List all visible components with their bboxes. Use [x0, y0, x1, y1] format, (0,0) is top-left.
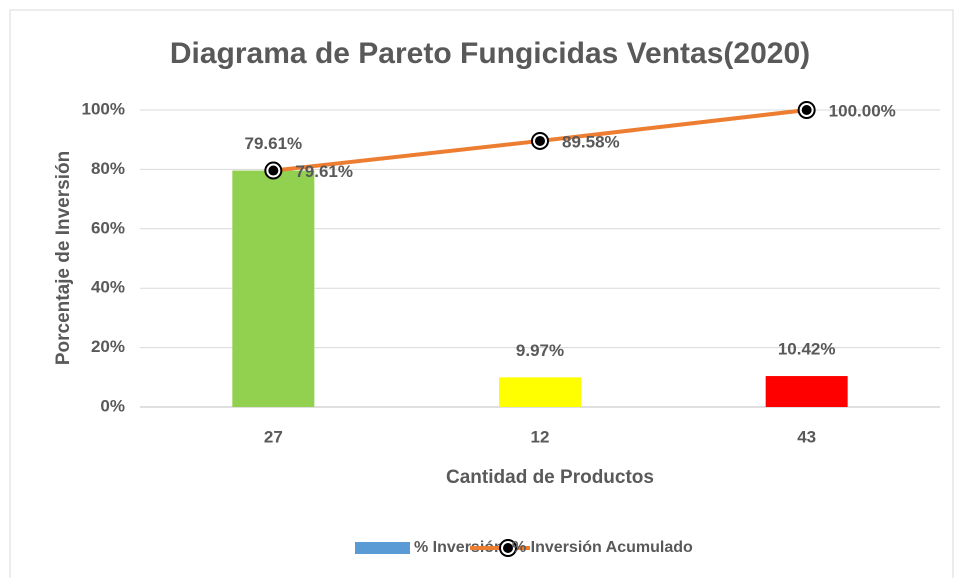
- line-value-label: 100.00%: [829, 101, 896, 120]
- legend-label: % Inversión Acumulado: [512, 539, 693, 556]
- line-value-label: 89.58%: [562, 132, 620, 151]
- bar-value-label: 9.97%: [516, 341, 564, 360]
- x-axis-label: Cantidad de Productos: [446, 467, 654, 488]
- line-marker: [797, 101, 816, 119]
- marker-dot: [535, 135, 545, 146]
- bar-value-label: 79.61%: [244, 134, 302, 153]
- bar-value-label: 10.42%: [778, 340, 836, 359]
- line-marker: [531, 131, 549, 150]
- x-tick-label: 43: [797, 427, 816, 446]
- bar: [232, 170, 315, 407]
- y-tick-label: 80%: [91, 159, 125, 178]
- y-axis-label: Porcentaje de Inversión: [53, 151, 74, 365]
- line-marker: [264, 161, 283, 180]
- y-tick-label: 0%: [100, 396, 125, 415]
- marker-dot: [801, 105, 812, 115]
- legend-label: % Inversión: [414, 539, 504, 556]
- marker-dot: [268, 165, 279, 176]
- line-value-label: 79.61%: [295, 162, 353, 181]
- y-tick-label: 40%: [91, 278, 125, 297]
- bar: [499, 377, 581, 407]
- chart-frame: [9, 9, 954, 578]
- bar: [765, 376, 848, 407]
- x-tick-label: 27: [264, 427, 283, 446]
- x-tick-label: 12: [531, 427, 550, 446]
- legend-marker-dot: [503, 543, 513, 553]
- y-tick-label: 100%: [82, 99, 125, 118]
- legend-swatch: [355, 542, 410, 554]
- chart-title: Diagrama de Pareto Fungicidas Ventas(202…: [170, 37, 810, 70]
- y-tick-label: 20%: [91, 337, 125, 356]
- y-tick-label: 60%: [91, 218, 125, 237]
